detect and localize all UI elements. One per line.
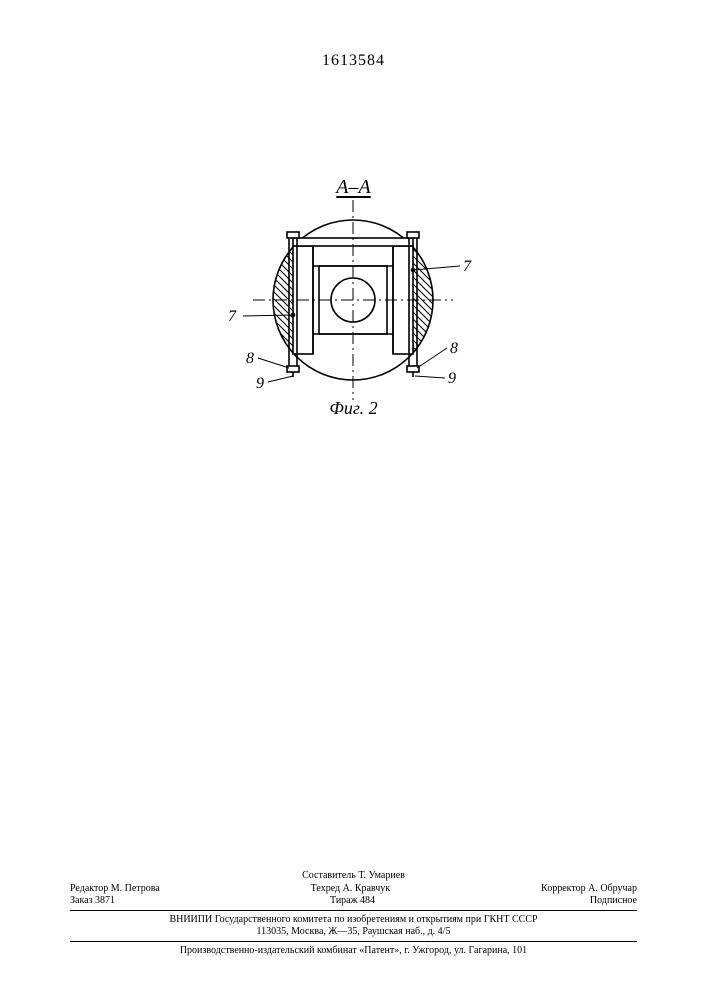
callout-9-left: 9 [256,375,264,393]
footer-podpisnoe: Подписное [590,895,637,908]
callout-7-right: 7 [463,258,471,276]
footer-addr1: 113035, Москва, Ж—35, Раушская наб., д. … [70,926,637,939]
section-label-text: А–А [336,176,370,198]
footer-rule-2 [70,941,637,942]
diagram-svg [0,200,707,420]
footer-tirazh: Тираж 484 [330,895,375,908]
callout-7-left: 7 [228,308,236,326]
section-label: А–А [0,176,707,199]
footer-org1: ВНИИПИ Государственного комитета по изоб… [70,914,637,927]
footer-order: Заказ 3871 [70,895,115,908]
footer-editor: Редактор М. Петрова [70,883,160,896]
footer-tech: Техред А. Кравчук [311,883,391,896]
figure-caption: Фиг. 2 [0,398,707,419]
footer-rule-1 [70,910,637,911]
callout-8-right: 8 [450,340,458,358]
callout-8-left: 8 [246,350,254,368]
figure-diagram: 7 7 8 9 8 9 [0,200,707,420]
footer-block: Составитель Т. Умариев Редактор М. Петро… [70,870,637,957]
patent-number: 1613584 [0,52,707,70]
footer-corrector: Корректор А. Обручар [541,883,637,896]
callout-9-right: 9 [448,370,456,388]
footer-compiler: Составитель Т. Умариев [70,870,637,883]
footer-org2: Производственно-издательский комбинат «П… [70,945,637,958]
